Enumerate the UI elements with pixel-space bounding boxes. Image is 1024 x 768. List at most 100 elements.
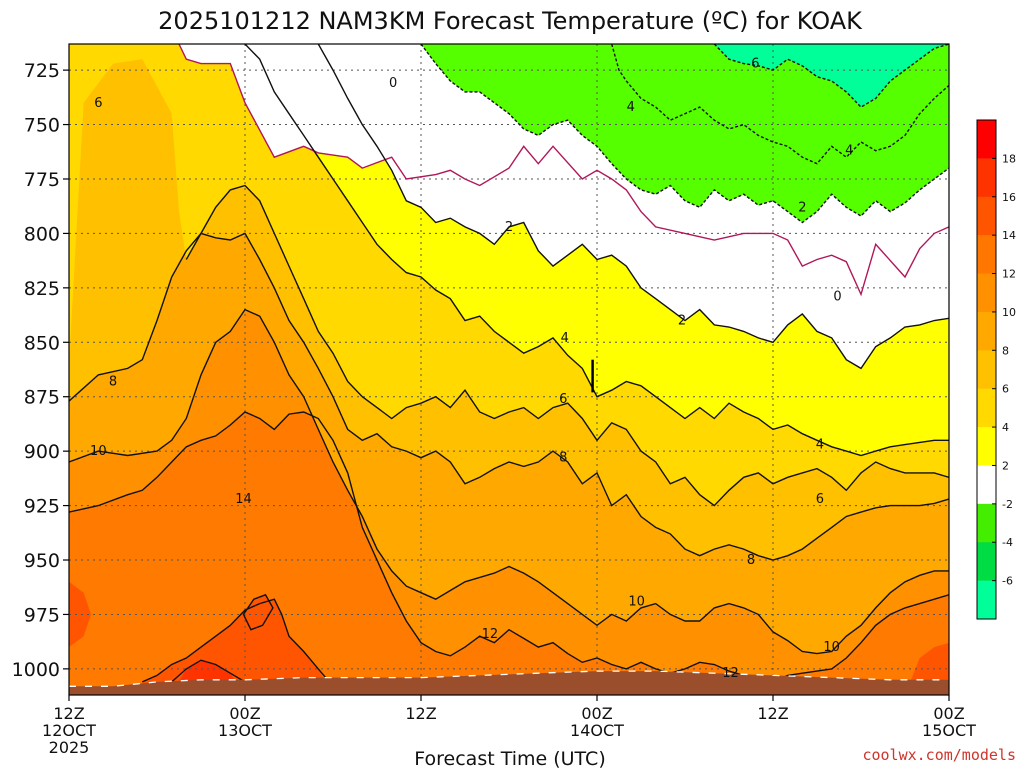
plot-frame [68,43,950,696]
y-tick-label: 975 [24,604,60,626]
colorbar-swatch [977,350,996,390]
x-axis-label: Forecast Time (UTC) [414,748,605,768]
x-tick-label: 13OCT [218,721,272,740]
colorbar-label: -4 [1002,536,1013,549]
colorbar-swatch [977,427,996,466]
x-tick-label: 00Z [581,704,612,723]
colorbar-swatch [977,388,996,428]
x-tick-label: 12Z [405,704,436,723]
contour-label: 10 [90,444,107,459]
colorbar-label: 2 [1002,459,1009,472]
contour-label: 4 [816,438,824,453]
temperature-bands [69,44,949,695]
contour-label: 0 [833,290,841,305]
credit-text: coolwx.com/models [862,746,1016,764]
x-tick-label: 12Z [53,704,84,723]
y-tick-label: 900 [24,441,60,463]
colorbar-swatch [977,120,996,159]
colorbar: 18 16 14 12 10 8 6 4 2 -2 -4 -6 [976,119,1016,620]
y-tick-label: 825 [24,278,60,300]
y-tick-label: 950 [24,550,60,572]
y-tick-label: 850 [24,332,60,354]
x-tick-label: 12OCT [42,721,96,740]
isotherm-14 [242,593,274,631]
y-tick-label: 1000 [12,659,60,681]
contour-label: 10 [823,640,840,655]
contour-label: 4 [845,144,853,159]
colorbar-swatch [977,542,996,582]
isotherm-4 [244,44,949,457]
surface-line [69,670,949,687]
contour-label: 8 [747,553,755,568]
band-14-16-pocket [243,594,273,630]
contour-label: 6 [94,96,102,111]
colorbar-label: 6 [1002,383,1009,396]
x-tick-label: 2025 [49,738,90,757]
colorbar-frame [976,119,997,620]
band-below-m6 [714,44,949,108]
x-tick-label: 00Z [933,704,964,723]
contour-label: 6 [816,492,824,507]
contour-label: 2 [505,220,513,235]
isotherm-16 [171,659,246,683]
colorbar-label: 12 [1002,268,1016,281]
colorbar-swatch [977,580,996,620]
ground-terrain-fill [69,671,949,695]
colorbar-label: 18 [1002,152,1016,165]
contour-label: 12 [722,666,739,681]
colorbar-label: 14 [1002,229,1016,242]
band-left-14 [69,581,91,648]
colorbar-swatch [977,196,996,236]
x-tick-label: 15OCT [922,721,976,740]
colorbar-swatch [977,158,996,198]
colorbar-label: 8 [1002,344,1009,357]
isotherm-8 [69,232,949,561]
contour-label: 10 [628,594,645,609]
contour-labels: 0 0 2 2 2 4 4 4 4 6 6 6 6 8 8 8 10 10 10 12 12 14 [90,57,853,682]
isotherm-2 [317,44,949,370]
contour-label: 4 [627,100,635,115]
isotherm--4 [611,44,949,165]
colorbar-swatch [977,273,996,313]
contour-label: 0 [389,76,397,91]
x-tick-label: 14OCT [570,721,624,740]
y-tick-label: 775 [24,169,60,191]
y-tick-label: 800 [24,223,60,245]
colorbar-label: -6 [1002,575,1013,588]
contour-label: 8 [109,374,117,389]
contour-label: 2 [678,314,686,329]
contour-label: 14 [235,492,252,507]
x-tick-label: 00Z [229,704,260,723]
isotherm-10 [69,308,949,655]
y-tick-label: 750 [24,115,60,137]
contour-label: 6 [559,392,567,407]
isotherm-6 [185,184,949,507]
y-axis: 725 750 775 800 825 850 875 900 925 950 975 1000 [12,60,69,681]
colorbar-swatch [977,311,996,351]
contour-label: 2 [798,200,806,215]
isotherm-14 [142,598,334,687]
colorbar-swatch [977,235,996,275]
contour-label: 8 [559,451,567,466]
colorbar-label: 4 [1002,421,1009,434]
colorbar-label: 10 [1002,306,1016,319]
colorbar-swatch [977,465,996,505]
colorbar-label: -2 [1002,498,1013,511]
colorbar-swatch [977,503,996,543]
chart-title: 2025101212 NAM3KM Forecast Temperature (… [158,7,863,35]
contour-label: 4 [561,331,569,346]
isotherm-12 [69,411,949,683]
x-tick-label: 12Z [757,704,788,723]
isotherm--6 [713,44,949,108]
y-tick-label: 875 [24,387,60,409]
colorbar-label: 16 [1002,191,1016,204]
y-tick-label: 725 [24,60,60,82]
isotherm--2 [420,44,949,224]
contour-label: 12 [482,627,499,642]
gridlines [69,44,949,695]
contour-label: 6 [751,57,759,72]
ground-terrain [69,670,949,695]
y-tick-label: 925 [24,496,60,518]
